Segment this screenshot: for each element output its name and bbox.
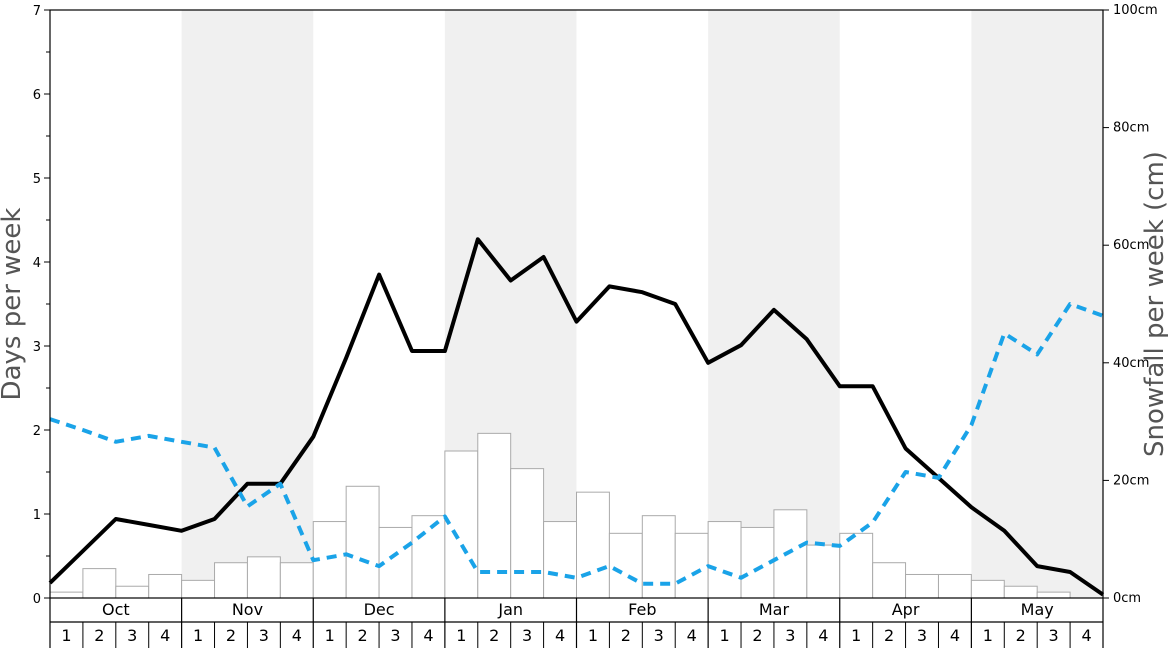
month-label-dec: Dec (364, 600, 395, 619)
month-label-jan: Jan (497, 600, 523, 619)
month-shade-nov (181, 10, 314, 598)
snowfall-bar (378, 526, 413, 599)
week-label: 2 (94, 626, 104, 645)
snowfall-bar (970, 579, 1005, 599)
snowfall-bar (82, 568, 117, 599)
snowfall-bar (279, 562, 314, 599)
week-label: 1 (193, 626, 203, 645)
week-label: 2 (1016, 626, 1026, 645)
snowfall-bar (1003, 585, 1038, 599)
week-label: 4 (555, 626, 565, 645)
right-tick-label: 100cm (1113, 3, 1158, 18)
week-label: 1 (588, 626, 598, 645)
snowfall-bar (806, 544, 841, 599)
snowfall-bar (905, 573, 939, 599)
week-label: 1 (851, 626, 861, 645)
snowfall-bar (773, 509, 808, 599)
week-label: 1 (325, 626, 335, 645)
week-label: 3 (127, 626, 137, 645)
snowfall-bar (345, 485, 380, 599)
week-label: 3 (390, 626, 400, 645)
snowfall-bar (510, 468, 545, 599)
week-label: 2 (358, 626, 368, 645)
month-label-apr: Apr (892, 600, 920, 619)
week-label: 4 (950, 626, 960, 645)
left-tick-label: 4 (33, 256, 41, 271)
week-label: 3 (1049, 626, 1059, 645)
snowfall-bar (1036, 591, 1071, 599)
left-tick-label: 2 (33, 424, 41, 439)
week-label: 4 (292, 626, 302, 645)
week-label: 2 (226, 626, 236, 645)
week-label: 4 (160, 626, 170, 645)
snowfall-bar (181, 579, 216, 599)
days-series-line (48, 237, 1105, 597)
week-label: 3 (522, 626, 532, 645)
dashed-series-line (49, 302, 1104, 586)
snowfall-bar (707, 521, 742, 599)
right-tick-label: 80cm (1113, 121, 1149, 136)
week-label: 3 (785, 626, 795, 645)
snowfall-bar (543, 521, 577, 599)
snowfall-bar (674, 532, 709, 599)
snowfall-bar (444, 450, 479, 599)
data-lines (48, 237, 1105, 597)
axes: 0 1 2 3 4 5 6 7 0cm 20cm 40cm 60cm 80cm 100cm (33, 3, 1158, 607)
week-label: 3 (917, 626, 927, 645)
month-label-feb: Feb (628, 600, 656, 619)
left-tick-label: 0 (33, 592, 41, 607)
week-label: 2 (621, 626, 631, 645)
month-week-labels: Oct 1 2 3 4 Nov 1 2 3 4 Dec 1 2 3 4 Jan 1 2 3 4 Feb 1 2 3 4 Mar 1 2… (49, 598, 1104, 648)
right-axis-title: Snowfall per week (cm) (1140, 151, 1168, 457)
snowfall-bar (49, 591, 84, 599)
snowfall-bar (608, 532, 643, 599)
week-label: 2 (752, 626, 762, 645)
right-tick-label: 40cm (1113, 356, 1149, 371)
snowfall-bar (411, 515, 446, 599)
week-label: 1 (61, 626, 71, 645)
week-label: 4 (1081, 626, 1091, 645)
snowfall-bar (576, 491, 610, 599)
week-label: 4 (423, 626, 433, 645)
week-label: 1 (719, 626, 729, 645)
right-tick-label: 20cm (1113, 473, 1149, 488)
right-tick-label: 60cm (1113, 238, 1149, 253)
left-axis-title: Days per week (0, 208, 27, 401)
month-label-oct: Oct (102, 600, 130, 619)
snowfall-bar (839, 532, 874, 599)
left-tick-label: 6 (33, 88, 41, 103)
month-shade-mar (708, 10, 840, 598)
week-label: 1 (456, 626, 466, 645)
week-label: 4 (687, 626, 697, 645)
snowfall-bar (246, 556, 281, 599)
right-tick-label: 0cm (1113, 591, 1141, 606)
snowfall-bar (148, 573, 183, 599)
left-tick-label: 7 (33, 4, 41, 19)
snowfall-bar (872, 562, 907, 599)
left-tick-label: 3 (33, 340, 41, 355)
snowfall-bar (214, 562, 248, 599)
month-label-mar: Mar (759, 600, 790, 619)
week-label: 3 (259, 626, 269, 645)
week-label: 1 (983, 626, 993, 645)
week-label: 3 (654, 626, 664, 645)
snowfall-bar (115, 585, 150, 599)
left-tick-label: 1 (33, 508, 41, 523)
week-label: 4 (818, 626, 828, 645)
month-label-may: May (1021, 600, 1054, 619)
month-shade-may (971, 10, 1103, 598)
month-label-nov: Nov (232, 600, 263, 619)
snowfall-bar (937, 573, 972, 599)
month-shading (181, 10, 1103, 598)
week-label: 2 (489, 626, 499, 645)
left-tick-label: 5 (33, 172, 41, 187)
week-label: 2 (884, 626, 894, 645)
